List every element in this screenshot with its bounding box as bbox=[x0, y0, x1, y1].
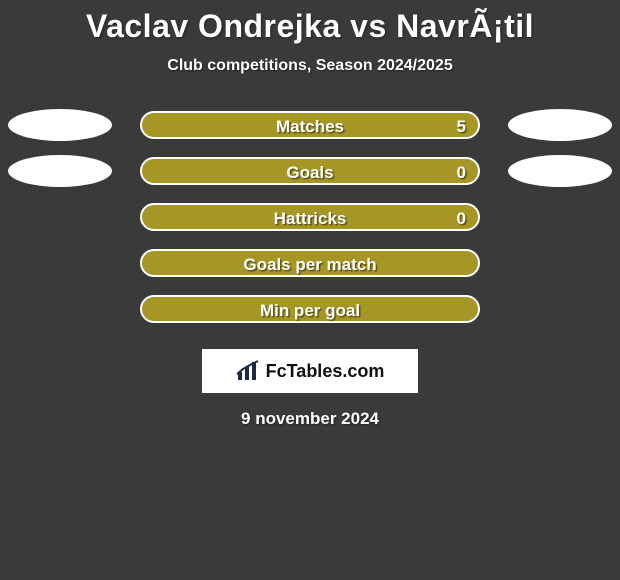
left-value-cloud bbox=[8, 109, 112, 141]
source-logo: FcTables.com bbox=[202, 349, 418, 393]
stat-value: 0 bbox=[457, 163, 466, 183]
logo-text: FcTables.com bbox=[266, 361, 385, 382]
stat-bar: Min per goal bbox=[140, 295, 480, 323]
stat-bar: Matches 5 bbox=[140, 111, 480, 139]
stat-label: Goals per match bbox=[243, 255, 376, 275]
stat-value: 0 bbox=[457, 209, 466, 229]
stats-container: Matches 5 Goals 0 Hattricks 0 Goals per match M… bbox=[0, 109, 620, 339]
stat-label: Goals bbox=[286, 163, 333, 183]
stat-bar: Hattricks 0 bbox=[140, 203, 480, 231]
page-title: Vaclav Ondrejka vs NavrÃ¡til bbox=[0, 0, 620, 45]
page-subtitle: Club competitions, Season 2024/2025 bbox=[0, 57, 620, 75]
snapshot-date: 9 november 2024 bbox=[0, 409, 620, 429]
stat-row: Matches 5 bbox=[0, 109, 620, 155]
left-value-cloud bbox=[8, 155, 112, 187]
stat-row: Hattricks 0 bbox=[0, 201, 620, 247]
stat-label: Hattricks bbox=[274, 209, 347, 229]
stat-label: Min per goal bbox=[260, 301, 360, 321]
stat-row: Min per goal bbox=[0, 293, 620, 339]
stat-bar: Goals 0 bbox=[140, 157, 480, 185]
stat-value: 5 bbox=[457, 117, 466, 137]
stat-bar: Goals per match bbox=[140, 249, 480, 277]
right-value-cloud bbox=[508, 109, 612, 141]
right-value-cloud bbox=[508, 155, 612, 187]
stat-label: Matches bbox=[276, 117, 344, 137]
stat-row: Goals per match bbox=[0, 247, 620, 293]
stat-row: Goals 0 bbox=[0, 155, 620, 201]
barchart-icon bbox=[236, 360, 262, 382]
